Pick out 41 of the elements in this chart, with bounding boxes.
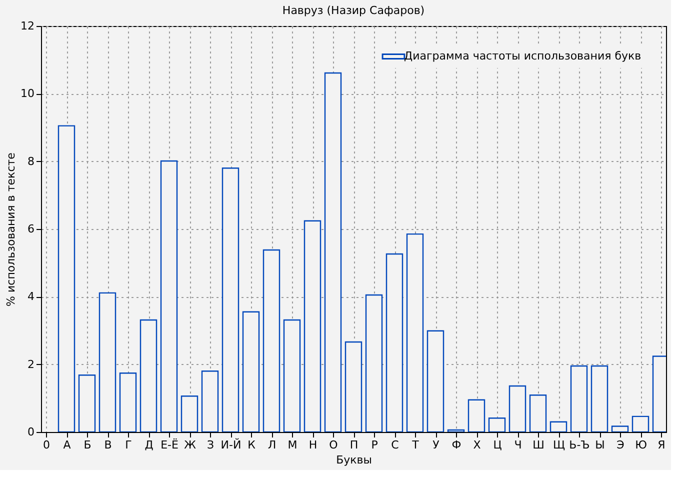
x-tick-label: Г bbox=[125, 438, 132, 452]
x-tick-label: З bbox=[206, 438, 214, 452]
x-tick-label: Р bbox=[371, 438, 378, 452]
y-tick-label: 0 bbox=[28, 426, 34, 438]
x-tick-label: Ж bbox=[184, 438, 196, 452]
x-tick-label: Ц bbox=[493, 438, 502, 452]
y-tick-label: 4 bbox=[28, 290, 34, 304]
x-tick-label: Ч bbox=[514, 438, 522, 452]
x-tick-label: Х bbox=[473, 438, 482, 452]
y-tick-label: 12 bbox=[20, 20, 34, 32]
x-axis-title: Буквы bbox=[336, 454, 372, 466]
x-tick-label: Э bbox=[616, 438, 625, 452]
x-tick-label: Я bbox=[658, 438, 666, 452]
x-tick-label: Н bbox=[308, 438, 318, 452]
x-tick-label: Т bbox=[411, 438, 420, 452]
x-tick-label: П bbox=[350, 438, 358, 452]
x-tick-label: Ы bbox=[595, 438, 605, 452]
x-tick-label: Б bbox=[84, 438, 92, 452]
x-tick-label: Д bbox=[144, 438, 154, 452]
y-tick-label: 10 bbox=[20, 87, 34, 100]
y-tick-label: 2 bbox=[28, 358, 34, 371]
x-tick-label: У bbox=[432, 438, 440, 452]
x-tick-label: Ш bbox=[532, 438, 544, 452]
x-tick-label: Е-Ё bbox=[160, 438, 178, 452]
x-tick-label: Ю bbox=[635, 438, 648, 452]
x-tick-label: 0 bbox=[43, 438, 50, 452]
x-tick-label: Ф bbox=[452, 438, 462, 452]
x-tick-label: Щ bbox=[552, 438, 566, 452]
x-tick-label: Л bbox=[268, 438, 276, 452]
y-tick-label: 6 bbox=[28, 222, 34, 236]
x-tick-label: И-Й bbox=[220, 438, 242, 452]
x-tick-label: С bbox=[391, 438, 400, 452]
chart-title: Навруз (Назир Сафаров) bbox=[282, 4, 425, 17]
y-axis-title: % использования в тексте bbox=[4, 152, 18, 306]
x-tick-label: К bbox=[248, 438, 256, 452]
x-tick-label: В bbox=[104, 438, 112, 452]
y-tick-label: 8 bbox=[28, 154, 34, 168]
x-tick-label: А bbox=[63, 438, 72, 452]
x-tick-label: О bbox=[329, 438, 338, 452]
x-tick-label: М bbox=[288, 438, 298, 452]
x-tick-label: Ь-Ъ bbox=[569, 438, 590, 452]
